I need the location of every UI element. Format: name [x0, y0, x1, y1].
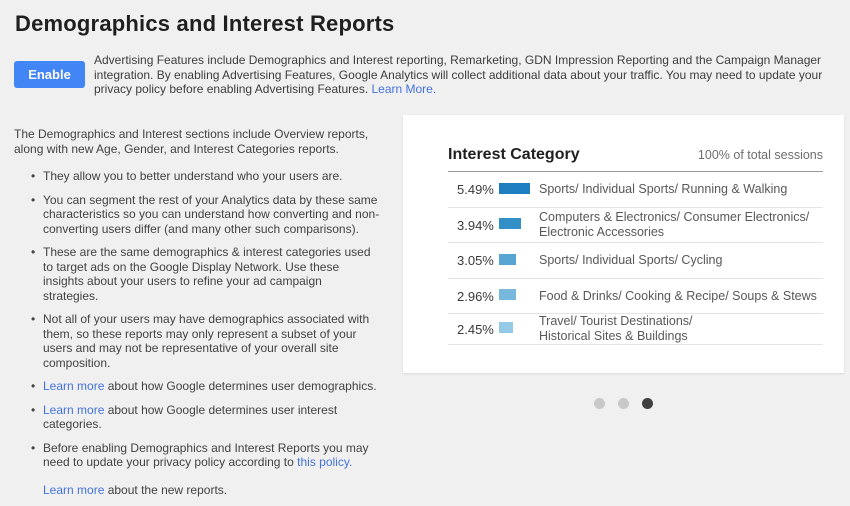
bullet-text: Before enabling Demographics and Interes… — [43, 440, 369, 470]
list-item: Learn more about how Google determines u… — [31, 379, 380, 394]
learn-more-link[interactable]: Learn More. — [371, 82, 437, 96]
category-label: Sports/ Individual Sports/ Running & Wal… — [539, 182, 788, 196]
learn-more-interest-link[interactable]: Learn more — [43, 402, 105, 417]
demographics-reports-page: Demographics and Interest Reports Enable… — [0, 0, 850, 477]
carousel-dot[interactable] — [593, 398, 605, 409]
percent-value: 2.96% — [457, 288, 494, 304]
table-row: 3.05% Sports/ Individual Sports/ Cycling — [448, 243, 823, 279]
list-item: Learn more about how Google determines u… — [31, 403, 380, 432]
bullet-text: Not all of your users may have demograph… — [43, 312, 370, 370]
learn-more-demographics-link[interactable]: Learn more — [43, 379, 105, 393]
carousel-dots — [403, 396, 844, 414]
footer-note: Learn more about the new reports. — [31, 483, 380, 498]
bar — [499, 322, 513, 333]
percent-value: 3.94% — [457, 217, 494, 233]
footer-text: about the new reports. — [104, 482, 228, 497]
list-item: Not all of your users may have demograph… — [31, 312, 380, 370]
category-label: Travel/ Tourist Destinations/ Historical… — [539, 314, 693, 343]
bullet-text: about how Google determines user interes… — [43, 402, 338, 432]
table-row: 2.45% Travel/ Tourist Destinations/ Hist… — [448, 314, 823, 345]
table-row: 5.49% Sports/ Individual Sports/ Running… — [448, 172, 823, 208]
this-policy-link[interactable]: this policy. — [297, 455, 353, 469]
bullet-text: about how Google determines user demogra… — [104, 379, 377, 393]
advertising-features-description: Advertising Features include Demographic… — [94, 53, 836, 97]
percent-value: 5.49% — [457, 182, 494, 197]
category-label: Sports/ Individual Sports/ Cycling — [539, 253, 723, 267]
percent-value: 2.45% — [457, 321, 494, 337]
overview-intro: The Demographics and Interest sections i… — [14, 127, 369, 156]
overview-column: The Demographics and Interest sections i… — [14, 127, 380, 506]
card-header: Interest Category 100% of total sessions — [448, 115, 823, 172]
bullet-text: You can segment the rest of your Analyti… — [43, 192, 380, 236]
list-item: They allow you to better understand who … — [31, 169, 380, 184]
carousel-dot[interactable] — [618, 398, 629, 409]
page-title: Demographics and Interest Reports — [15, 11, 395, 36]
list-item: You can segment the rest of your Analyti… — [31, 193, 380, 237]
enable-button[interactable]: Enable — [14, 61, 85, 88]
description-text: Advertising Features include Demographic… — [94, 53, 823, 96]
list-item: These are the same demographics & intere… — [31, 245, 380, 303]
bullet-text: These are the same demographics & intere… — [43, 245, 371, 303]
table-row: 2.96% Food & Drinks/ Cooking & Recipe/ S… — [448, 279, 823, 314]
category-label: Computers & Electronics/ Consumer Electr… — [539, 210, 810, 239]
table-row: 3.94% Computers & Electronics/ Consumer … — [448, 208, 823, 243]
interest-category-card: Interest Category 100% of total sessions… — [403, 115, 844, 373]
category-label: Food & Drinks/ Cooking & Recipe/ Soups &… — [539, 288, 817, 303]
bar — [499, 182, 530, 194]
sessions-label: 100% of total sessions — [697, 148, 823, 162]
bullet-text: They allow you to better understand who … — [43, 169, 343, 183]
bar — [499, 289, 516, 300]
bar — [499, 218, 521, 229]
card-title: Interest Category — [448, 146, 580, 163]
overview-bullet-list: They allow you to better understand who … — [31, 169, 380, 497]
carousel-dot[interactable] — [642, 398, 654, 409]
learn-more-new-reports-link[interactable]: Learn more — [43, 482, 105, 497]
list-item: Before enabling Demographics and Interes… — [31, 441, 380, 470]
percent-value: 3.05% — [457, 253, 494, 268]
bar — [499, 253, 516, 265]
